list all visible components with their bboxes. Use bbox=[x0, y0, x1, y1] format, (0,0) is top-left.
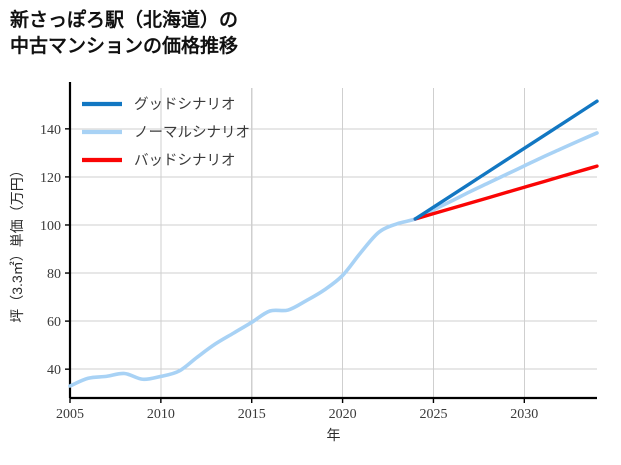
y-tick-label: 40 bbox=[47, 363, 61, 378]
y-tick-label: 80 bbox=[47, 267, 61, 282]
y-tick-label: 100 bbox=[40, 219, 61, 234]
series-line-good bbox=[413, 99, 599, 221]
legend-label: ノーマルシナリオ bbox=[134, 125, 250, 141]
series-lines bbox=[68, 99, 599, 388]
page-title: 新さっぽろ駅（北海道）の 中古マンションの価格推移 bbox=[10, 10, 239, 57]
x-tick-label: 2030 bbox=[510, 407, 538, 422]
legend-label: グッドシナリオ bbox=[134, 96, 236, 113]
axis-titles: 年 坪（3.3㎡）単価（万円） bbox=[9, 163, 341, 443]
x-tick-label: 2015 bbox=[238, 407, 266, 422]
legend-label: バッドシナリオ bbox=[134, 153, 236, 169]
x-axis-title: 年 bbox=[327, 427, 341, 443]
legend-item[interactable]: グッドシナリオ bbox=[82, 96, 236, 113]
legend-item[interactable]: ノーマルシナリオ bbox=[82, 125, 250, 141]
x-tick-label: 2010 bbox=[147, 407, 175, 422]
series-line-normal bbox=[68, 131, 599, 388]
tick-labels: 40 60 80 100 120 140 2005 2010 2015 2020 2025 2030 bbox=[40, 123, 538, 422]
y-tick-label: 60 bbox=[47, 315, 61, 330]
x-tick-label: 2020 bbox=[329, 407, 357, 422]
series-line-bad bbox=[413, 164, 599, 221]
y-tick-label: 120 bbox=[40, 171, 61, 186]
x-tick-label: 2005 bbox=[56, 407, 84, 422]
y-axis-title: 坪（3.3㎡）単価（万円） bbox=[9, 163, 25, 322]
axes bbox=[68, 82, 597, 400]
x-tick-label: 2025 bbox=[419, 407, 447, 422]
legend-item[interactable]: バッドシナリオ bbox=[82, 153, 236, 169]
y-tick-label: 140 bbox=[40, 123, 61, 138]
